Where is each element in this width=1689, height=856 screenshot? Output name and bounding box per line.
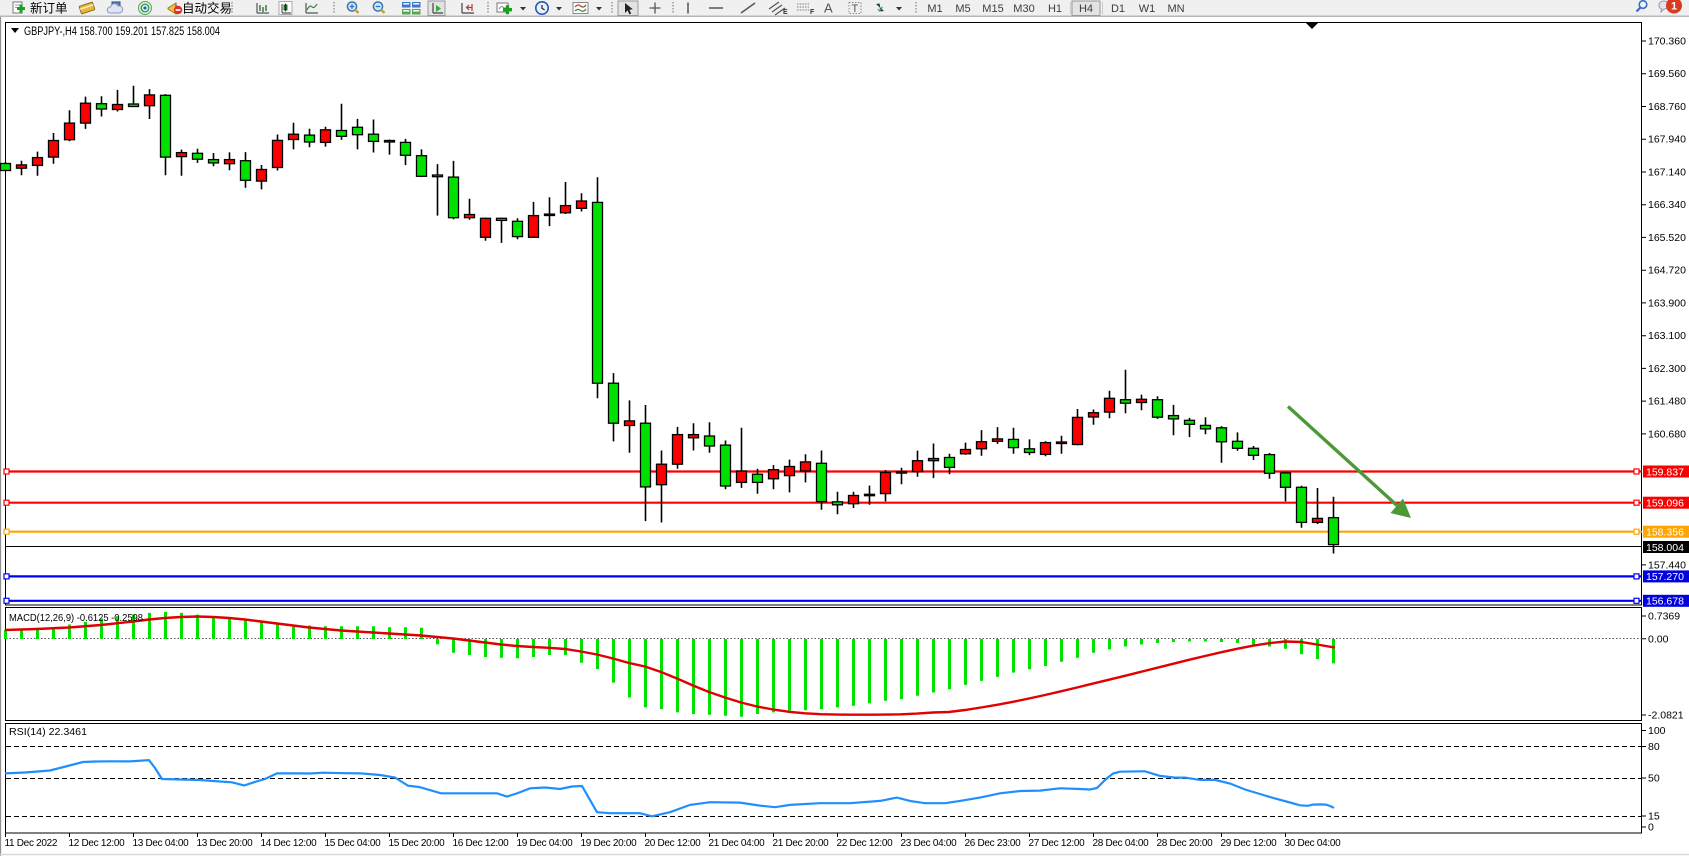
svg-text:165.520: 165.520 [1648,232,1686,244]
svg-text:159.837: 159.837 [1646,466,1684,478]
svg-text:GBPJPY-,H4 158.700 159.201 15: GBPJPY-,H4 158.700 159.201 157.825 158.0… [24,26,220,38]
svg-text:160.680: 160.680 [1648,428,1686,440]
svg-text:W1: W1 [1139,3,1156,15]
svg-text:50: 50 [1648,773,1660,785]
svg-text:-2.0821: -2.0821 [1648,710,1684,722]
svg-text:M5: M5 [955,3,970,15]
svg-text:D1: D1 [1111,3,1125,15]
svg-text:20 Dec 12:00: 20 Dec 12:00 [645,838,702,849]
svg-text:0.7369: 0.7369 [1648,611,1680,623]
svg-text:26 Dec 23:00: 26 Dec 23:00 [965,838,1022,849]
svg-text:19 Dec 20:00: 19 Dec 20:00 [581,838,638,849]
svg-text:21 Dec 20:00: 21 Dec 20:00 [773,838,830,849]
svg-text:158.356: 158.356 [1646,527,1684,539]
svg-text:MN: MN [1167,3,1184,15]
svg-text:A: A [824,1,833,16]
svg-text:19 Dec 04:00: 19 Dec 04:00 [517,838,574,849]
svg-text:167.940: 167.940 [1648,134,1686,146]
svg-text:21 Dec 04:00: 21 Dec 04:00 [709,838,766,849]
svg-text:30 Dec 04:00: 30 Dec 04:00 [1285,838,1342,849]
svg-text:15 Dec 20:00: 15 Dec 20:00 [389,838,446,849]
svg-text:14 Dec 12:00: 14 Dec 12:00 [261,838,318,849]
svg-text:162.300: 162.300 [1648,363,1686,375]
svg-text:100: 100 [1648,725,1666,737]
svg-text:156.678: 156.678 [1646,596,1684,608]
svg-text:16 Dec 12:00: 16 Dec 12:00 [453,838,510,849]
svg-text:27 Dec 12:00: 27 Dec 12:00 [1029,838,1086,849]
svg-text:164.720: 164.720 [1648,265,1686,277]
svg-text:RSI(14) 22.3461: RSI(14) 22.3461 [9,726,87,738]
svg-text:157.270: 157.270 [1646,571,1684,583]
svg-text:28 Dec 20:00: 28 Dec 20:00 [1157,838,1214,849]
svg-text:11 Dec 2022: 11 Dec 2022 [5,838,58,849]
svg-text:新订单: 新订单 [30,1,68,16]
svg-text:168.760: 168.760 [1648,101,1686,113]
svg-text:13 Dec 20:00: 13 Dec 20:00 [197,838,254,849]
svg-text:80: 80 [1648,741,1660,753]
svg-text:163.900: 163.900 [1648,297,1686,309]
svg-text:T: T [852,3,859,15]
svg-text:158.004: 158.004 [1646,542,1684,554]
svg-text:M1: M1 [927,3,942,15]
svg-text:M30: M30 [1013,3,1034,15]
svg-text:167.140: 167.140 [1648,167,1686,179]
svg-text:E: E [783,9,788,16]
svg-text:H4: H4 [1079,3,1093,15]
svg-text:MACD(12,26,9) -0.6125 -0.2598: MACD(12,26,9) -0.6125 -0.2598 [9,612,143,624]
svg-text:22 Dec 12:00: 22 Dec 12:00 [837,838,894,849]
svg-text:163.100: 163.100 [1648,330,1686,342]
svg-text:0: 0 [1648,822,1654,834]
svg-text:15: 15 [1648,811,1660,823]
svg-text:159.096: 159.096 [1646,498,1684,510]
svg-text:H1: H1 [1048,3,1062,15]
svg-text:M15: M15 [982,3,1003,15]
svg-text:F: F [810,9,815,16]
svg-text:13 Dec 04:00: 13 Dec 04:00 [133,838,190,849]
svg-text:28 Dec 04:00: 28 Dec 04:00 [1093,838,1150,849]
svg-text:23 Dec 04:00: 23 Dec 04:00 [901,838,958,849]
svg-text:15 Dec 04:00: 15 Dec 04:00 [325,838,382,849]
svg-text:12 Dec 12:00: 12 Dec 12:00 [69,838,126,849]
svg-text:170.360: 170.360 [1648,36,1686,48]
svg-text:161.480: 161.480 [1648,396,1686,408]
svg-text:169.560: 169.560 [1648,68,1686,80]
svg-text:1: 1 [1671,1,1677,13]
svg-text:29 Dec 12:00: 29 Dec 12:00 [1221,838,1278,849]
svg-text:0.00: 0.00 [1648,633,1669,645]
svg-text:157.440: 157.440 [1648,559,1686,571]
svg-text:166.340: 166.340 [1648,199,1686,211]
svg-text:自动交易: 自动交易 [182,1,232,16]
